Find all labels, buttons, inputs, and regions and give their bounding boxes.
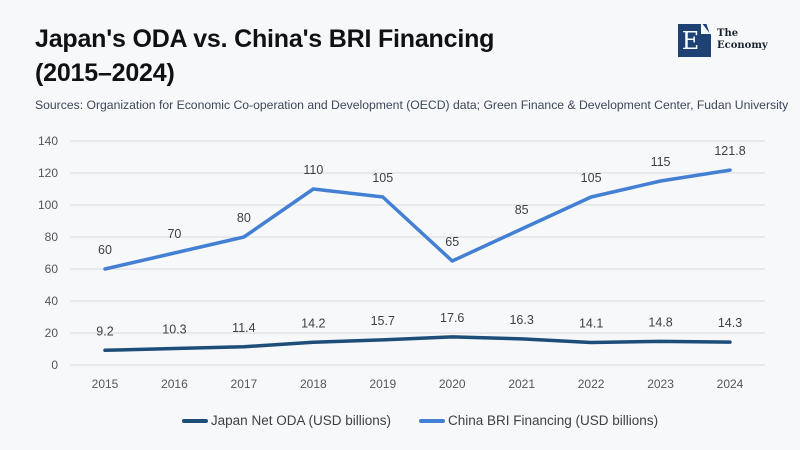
y-tick-label: 100 [38,198,58,212]
data-label: 65 [445,235,459,249]
data-label: 17.6 [440,311,464,325]
data-label: 115 [651,155,671,169]
data-label: 10.3 [162,323,186,337]
data-label: 14.1 [579,316,603,330]
data-label: 70 [167,227,181,241]
series-line-china-bri-financing-usd-billions- [103,168,732,271]
y-tick-label: 140 [38,134,58,148]
y-tick-label: 20 [45,326,59,340]
x-axis-label: 2020 [439,377,466,391]
y-tick-label: 0 [51,358,58,372]
series-line-japan-net-oda-usd-billions- [103,335,732,353]
logo-apostrophe-icon [701,24,711,34]
data-label: 16.3 [509,313,533,327]
logo-mark: E [678,24,711,57]
data-label: 80 [237,211,251,225]
logo-text-line1: The [717,28,739,39]
data-label: 15.7 [371,314,395,328]
legend-swatch-china-bri-financing [418,418,445,423]
data-label: 14.8 [648,315,672,329]
logo-letter: E [681,27,700,55]
data-label: 105 [581,171,602,185]
legend-label-china-bri-financing: China BRI Financing (USD billions) [447,413,659,428]
chart-title: Japan's ODA vs. China's BRI Financing (2… [35,22,494,90]
legend-item-japan-net-oda: Japan Net ODA (USD billions) [181,413,391,428]
data-label: 60 [98,243,112,257]
data-label: 9.2 [96,324,113,338]
x-axis-label: 2021 [508,377,535,391]
chart-title-line2: (2015–2024) [35,59,175,87]
chart-title-line1: Japan's ODA vs. China's BRI Financing [35,25,495,53]
legend-item-china-bri-financing: China BRI Financing (USD billions) [418,413,659,428]
chart-legend: Japan Net ODA (USD billions) China BRI F… [20,413,800,428]
logo-text-line2: Economy [717,39,768,51]
data-label: 110 [303,163,323,177]
data-label: 14.2 [301,316,325,330]
x-axis-label: 2018 [300,377,327,391]
sources-note: Sources: Organization for Economic Co-op… [35,98,789,112]
x-axis-label: 2017 [231,377,258,391]
x-axis-label: 2023 [647,377,674,391]
data-label: 121.8 [714,144,745,158]
x-axis-label: 2022 [578,377,605,391]
x-axis-label: 2016 [161,377,188,391]
y-tick-label: 40 [45,294,59,308]
data-label: 11.4 [232,321,255,335]
data-label: 85 [515,203,529,217]
logo-text: The Economy [717,24,768,51]
x-axis-label: 2015 [92,377,119,391]
legend-swatch-japan-net-oda [181,418,208,423]
legend-label-japan-net-oda: Japan Net ODA (USD billions) [210,413,391,428]
logo: E The Economy [678,24,768,57]
data-label: 105 [372,171,393,185]
data-label: 14.3 [718,316,742,330]
y-tick-label: 60 [45,262,59,276]
y-tick-label: 80 [45,230,59,244]
x-axis-label: 2019 [369,377,396,391]
x-axis-label: 2024 [717,377,744,391]
y-tick-label: 120 [38,166,58,180]
